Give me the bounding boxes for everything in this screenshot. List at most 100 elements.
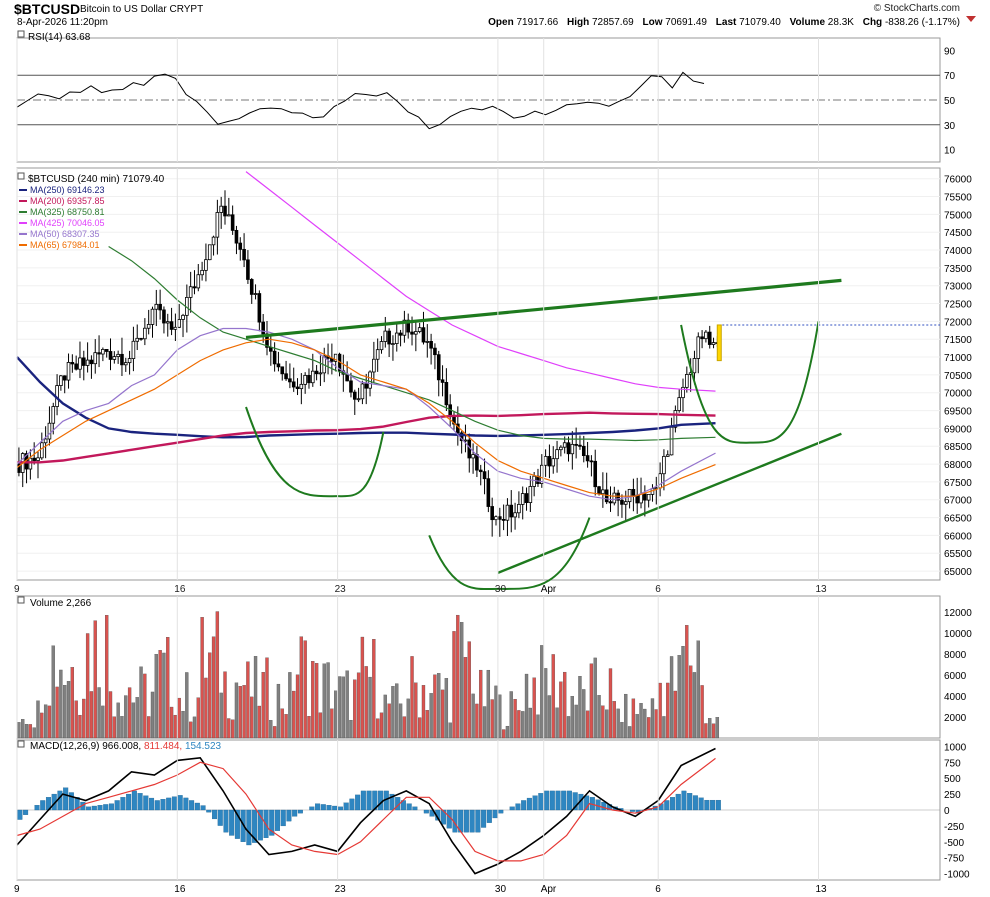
price-candle [360, 380, 365, 405]
price-candle [631, 478, 636, 512]
x-label-top: 30 [495, 584, 507, 595]
price-tick: 66500 [944, 514, 972, 525]
volume-bar [669, 656, 674, 739]
price-candle [188, 271, 193, 313]
price-candle [345, 361, 349, 382]
candle-body [646, 493, 651, 501]
price-candle [452, 411, 456, 430]
volume-bar [459, 622, 464, 739]
price-candle [463, 424, 468, 453]
candle-body [349, 380, 353, 393]
price-candle [93, 339, 98, 374]
macd-tick: -250 [944, 822, 964, 833]
candle-body [417, 327, 422, 332]
price-candle [127, 350, 132, 375]
volume-tick: 8000 [944, 650, 967, 661]
candle-body [482, 471, 487, 480]
ma-line-0 [16, 356, 716, 439]
price-candle [551, 446, 556, 474]
volume-bar [639, 703, 643, 739]
candle-body [692, 358, 697, 374]
price-candle [181, 313, 185, 338]
price-candle [146, 309, 151, 335]
high-value: 72857.69 [592, 17, 634, 28]
price-candle [498, 507, 502, 537]
macd-histogram-bar [200, 805, 206, 811]
candle-body [601, 489, 605, 495]
trendline-1 [497, 432, 842, 574]
volume-bar [475, 703, 479, 739]
price-candle [520, 486, 525, 520]
volume-bar [417, 717, 422, 739]
candle-body [169, 321, 174, 330]
volume-bar [51, 645, 55, 739]
volume-bar [692, 672, 697, 739]
macd-histogram-bar [423, 809, 429, 814]
volume-bar [593, 657, 597, 739]
price-candle [173, 313, 178, 342]
open-label: Open [488, 17, 514, 28]
macd-histogram-bar [269, 809, 275, 836]
volume-bar [696, 640, 700, 739]
rsi-panel: 90 70 50 30 10 [16, 37, 956, 163]
volume-bar [635, 714, 639, 739]
candle-body [436, 354, 441, 381]
candle-body [643, 493, 647, 501]
macd-histogram-bar [240, 809, 246, 842]
price-candle [131, 326, 136, 372]
price-candle [284, 360, 288, 381]
macd-histogram-bar [166, 797, 172, 811]
price-candle [28, 449, 33, 480]
price-candle [211, 235, 216, 256]
volume-bar [540, 645, 544, 739]
candle-body [223, 205, 227, 217]
candle-body [307, 374, 311, 384]
volume-bar [143, 673, 147, 739]
price-candle [177, 304, 182, 329]
candle-body [528, 486, 533, 504]
macd-histogram-bar [515, 803, 521, 811]
volume-bar [234, 682, 239, 739]
volume-bar [200, 617, 204, 739]
price-candle [242, 233, 246, 268]
volume-bar [154, 654, 158, 739]
macd-histogram-bar [114, 800, 120, 811]
candle-body [116, 353, 120, 358]
price-candle [196, 264, 201, 292]
x-label-bottom: 16 [174, 884, 186, 895]
chart-menu-arrow-icon[interactable] [966, 16, 976, 22]
volume-bar [192, 716, 197, 739]
price-candle [36, 451, 40, 479]
price-candle [85, 342, 90, 373]
candle-body [238, 242, 243, 250]
price-candle [192, 270, 197, 295]
volume-bar [570, 696, 574, 739]
price-label: $BTCUSD (240 min) 71079.40 [28, 174, 165, 185]
price-candle [238, 237, 243, 261]
volume-bar [356, 672, 361, 739]
macd-histogram-bar [183, 797, 189, 811]
candle-body [414, 331, 418, 335]
candle-body [215, 212, 220, 238]
macd-histogram-bar [131, 790, 137, 811]
volume-bar [112, 716, 116, 739]
candle-body [269, 346, 273, 352]
low-label: Low [642, 17, 663, 28]
candle-body [196, 274, 201, 289]
macd-histogram-bar [349, 798, 355, 811]
macd-histogram-bar [526, 797, 532, 811]
macd-histogram-bar [492, 809, 498, 819]
volume-bar [605, 709, 609, 739]
volume-bar [116, 702, 120, 739]
price-candle [314, 365, 319, 381]
price-candle [123, 357, 128, 372]
candle-body [154, 303, 159, 310]
candle-body [101, 349, 105, 355]
macd-histogram-bar [601, 801, 607, 811]
volume-bar [543, 668, 548, 739]
candle-body [272, 350, 277, 365]
candle-body [257, 293, 262, 323]
candle-body [372, 358, 376, 373]
candle-body [433, 347, 437, 356]
x-label-top: 23 [335, 584, 347, 595]
